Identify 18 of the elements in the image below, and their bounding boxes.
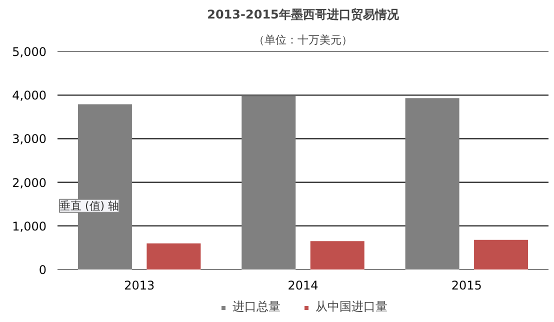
bar <box>474 240 528 270</box>
bar <box>146 243 201 270</box>
bar <box>242 96 296 270</box>
y-tick-label: 3,000 <box>12 132 47 146</box>
chart-subtitle: （单位：十万美元） <box>254 34 352 46</box>
chart-title: 2013-2015年墨西哥进口贸易情况 <box>207 8 400 22</box>
y-tick-label: 0 <box>38 263 47 277</box>
legend-label: 从中国进口量 <box>316 298 388 316</box>
x-tick-label: 2013 <box>124 278 155 292</box>
y-tick-label: 5,000 <box>12 45 47 59</box>
bar <box>310 241 364 270</box>
bar <box>405 98 460 270</box>
y-tick-label: 4,000 <box>12 88 47 103</box>
x-tick-label: 2015 <box>451 278 482 292</box>
x-tick-label: 2014 <box>288 278 318 292</box>
y-tick-label: 1,000 <box>12 219 47 234</box>
legend-label: 进口总量 <box>232 298 280 316</box>
y-tick-label: 2,000 <box>12 176 47 190</box>
